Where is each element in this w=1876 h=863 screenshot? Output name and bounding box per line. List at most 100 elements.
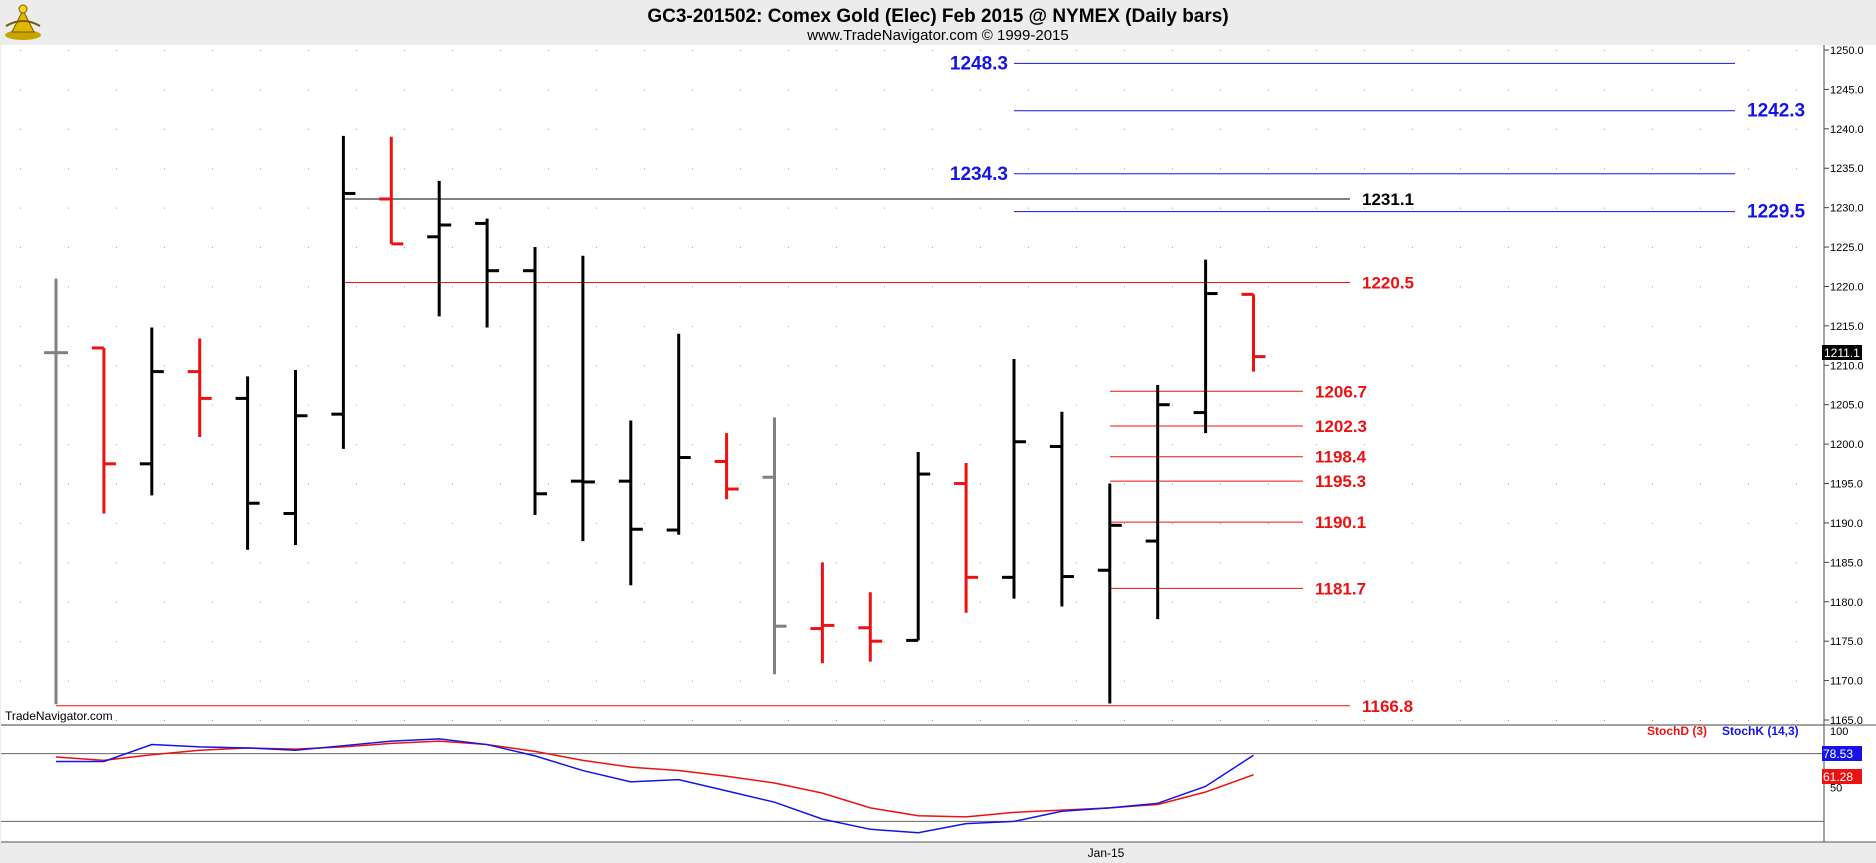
- grid-dot: [788, 207, 789, 209]
- price-tick-label: 1245.0: [1830, 84, 1864, 96]
- grid-dot: [548, 128, 549, 130]
- grid-dot: [1748, 207, 1749, 209]
- grid-dot: [1172, 89, 1173, 91]
- grid-dot: [644, 522, 645, 524]
- grid-dot: [1172, 168, 1173, 170]
- grid-dot: [1652, 562, 1653, 564]
- grid-dot: [788, 404, 789, 406]
- grid-dot: [932, 562, 933, 564]
- last-price-box: [1822, 345, 1862, 360]
- grid-dot: [356, 444, 357, 446]
- grid-dot: [1796, 325, 1797, 327]
- ohlc-bars: [44, 135, 1266, 705]
- grid-dot: [20, 50, 21, 51]
- grid-dot: [164, 365, 165, 367]
- grid-dot: [1364, 286, 1365, 288]
- grid-dot: [644, 207, 645, 209]
- stochastic-panel: [1, 726, 1824, 842]
- grid-dot: [1460, 562, 1461, 564]
- grid-dot: [116, 404, 117, 406]
- grid-dot: [20, 286, 21, 288]
- grid-dot: [20, 483, 21, 485]
- grid-dot: [308, 247, 309, 249]
- grid-dot: [356, 247, 357, 249]
- grid-dot: [308, 128, 309, 130]
- grid-dot: [740, 404, 741, 406]
- stochastic-lines: 100 50: [1, 726, 1848, 834]
- grid-dot: [1556, 444, 1557, 446]
- level-label: 1190.1: [1315, 513, 1366, 532]
- grid-dot: [500, 444, 501, 446]
- grid-dot: [1220, 522, 1221, 524]
- grid-dot: [1124, 89, 1125, 91]
- grid-dot: [500, 680, 501, 682]
- grid-dot: [20, 365, 21, 367]
- grid-dot: [500, 641, 501, 643]
- grid-dot: [1604, 562, 1605, 564]
- grid-dot: [1172, 522, 1173, 524]
- grid-dot: [644, 325, 645, 327]
- grid-dot: [788, 641, 789, 643]
- grid-dot: [1124, 404, 1125, 406]
- grid-dot: [980, 207, 981, 209]
- grid-dot: [1796, 483, 1797, 485]
- grid-dot: [1364, 128, 1365, 130]
- grid-dot: [596, 325, 597, 327]
- x-axis-label: Jan-15: [1088, 846, 1125, 860]
- grid-dot: [164, 562, 165, 564]
- grid-dot: [404, 601, 405, 603]
- grid-dot: [1172, 641, 1173, 643]
- grid-dot: [356, 601, 357, 603]
- grid-dot: [1076, 168, 1077, 170]
- grid-dot: [308, 404, 309, 406]
- grid-dot: [644, 365, 645, 367]
- grid-dot: [212, 404, 213, 406]
- grid-dot: [164, 601, 165, 603]
- grid-dot: [884, 50, 885, 51]
- grid-dot: [692, 680, 693, 682]
- grid-dot: [1364, 89, 1365, 91]
- grid-dot: [788, 247, 789, 249]
- grid-dot: [164, 404, 165, 406]
- grid-dot: [1220, 128, 1221, 130]
- grid-dot: [1748, 404, 1749, 406]
- support-resistance-levels: 1248.3 1242.3 1234.3 1229.5 1231.1 1220.5 1206…: [56, 53, 1806, 716]
- grid-dot: [1364, 404, 1365, 406]
- grid-dot: [164, 286, 165, 288]
- grid-dot: [1220, 680, 1221, 682]
- grid-dot: [788, 601, 789, 603]
- stoch-k-label: 78.53: [1823, 747, 1853, 761]
- grid-dot: [1652, 522, 1653, 524]
- stoch-d-label-box: [1822, 769, 1862, 784]
- price-tick-label: 1195.0: [1830, 479, 1863, 491]
- grid-dot: [1220, 247, 1221, 249]
- grid-dot: [1412, 404, 1413, 406]
- grid-dot: [1412, 89, 1413, 91]
- grid-dot: [1268, 522, 1269, 524]
- grid-dots: [20, 50, 1797, 721]
- grid-dot: [404, 680, 405, 682]
- grid-dot: [1556, 522, 1557, 524]
- grid-dot: [932, 680, 933, 682]
- grid-dot: [548, 522, 549, 524]
- grid-dot: [596, 483, 597, 485]
- grid-dot: [1076, 404, 1077, 406]
- grid-dot: [836, 680, 837, 682]
- grid-dot: [596, 522, 597, 524]
- grid-dot: [260, 50, 261, 51]
- grid-dot: [692, 207, 693, 209]
- grid-dot: [644, 168, 645, 170]
- grid-dot: [1172, 286, 1173, 288]
- price-tick-label: 1240.0: [1830, 124, 1864, 136]
- grid-dot: [260, 247, 261, 249]
- grid-dot: [932, 207, 933, 209]
- grid-dot: [164, 89, 165, 91]
- grid-dot: [1796, 404, 1797, 406]
- grid-dot: [1316, 247, 1317, 249]
- grid-dot: [116, 168, 117, 170]
- level-label: 1181.7: [1315, 579, 1366, 598]
- grid-dot: [980, 720, 981, 721]
- grid-dot: [1796, 128, 1797, 130]
- grid-dot: [1652, 404, 1653, 406]
- grid-dot: [884, 641, 885, 643]
